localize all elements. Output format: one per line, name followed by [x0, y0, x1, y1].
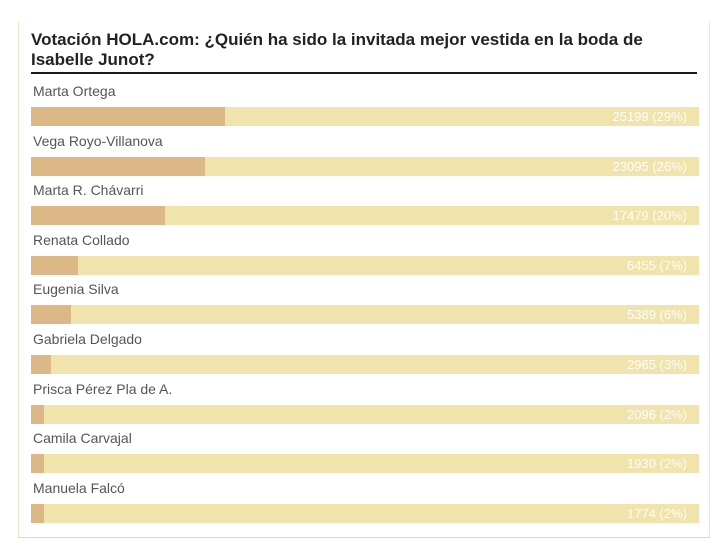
result-value: 25199 (29%): [612, 109, 687, 124]
poll-widget: Votación HOLA.com: ¿Quién ha sido la inv…: [18, 22, 710, 538]
result-bar-fill: [31, 206, 165, 226]
result-bar: 25199 (29%): [31, 107, 699, 126]
result-bar: 2965 (3%): [31, 354, 699, 374]
result-bar-fill: [31, 156, 205, 176]
result-bar: 5389 (6%): [31, 305, 699, 325]
option-label: Vega Royo-Villanova: [33, 132, 163, 149]
result-value: 5389 (6%): [627, 307, 687, 323]
result-value: 2096 (2%): [627, 406, 687, 422]
poll-option[interactable]: Gabriela Delgado 2965 (3%): [31, 330, 699, 380]
result-value: 17479 (20%): [612, 208, 687, 224]
poll-option[interactable]: Renata Collado 6455 (7%): [31, 231, 699, 281]
result-value: 1774 (2%): [627, 505, 687, 521]
poll-option[interactable]: Manuela Falcó 1774 (2%): [31, 479, 699, 529]
option-label: Camila Carvajal: [33, 430, 132, 447]
poll-option[interactable]: Marta Ortega 25199 (29%): [31, 82, 699, 132]
result-value: 6455 (7%): [627, 257, 687, 273]
poll-title: Votación HOLA.com: ¿Quién ha sido la inv…: [31, 30, 697, 74]
option-label: Marta Ortega: [33, 83, 116, 99]
result-bar-fill: [31, 404, 45, 424]
poll-option[interactable]: Marta R. Chávarri 17479 (20%): [31, 181, 699, 231]
result-bar-fill: [31, 354, 52, 374]
option-label: Renata Collado: [33, 231, 130, 248]
result-bar: 23095 (26%): [31, 156, 699, 176]
poll-options: Marta Ortega 25199 (29%) Vega Royo-Villa…: [31, 82, 699, 528]
option-label: Gabriela Delgado: [33, 330, 142, 347]
result-bar-fill: [31, 305, 72, 325]
result-bar-fill: [31, 454, 45, 474]
result-bar-fill: [31, 503, 45, 523]
option-label: Eugenia Silva: [33, 281, 119, 298]
result-value: 1930 (2%): [627, 456, 687, 472]
option-label: Marta R. Chávarri: [33, 182, 144, 199]
result-bar: 2096 (2%): [31, 404, 699, 424]
poll-option[interactable]: Prisca Pérez Pla de A. 2096 (2%): [31, 380, 699, 430]
option-label: Manuela Falcó: [33, 479, 125, 496]
result-value: 2965 (3%): [627, 356, 687, 372]
result-bar: 1774 (2%): [31, 503, 699, 523]
result-value: 23095 (26%): [612, 158, 687, 174]
poll-option[interactable]: Eugenia Silva 5389 (6%): [31, 280, 699, 330]
result-bar: 17479 (20%): [31, 206, 699, 226]
poll-option[interactable]: Vega Royo-Villanova 23095 (26%): [31, 132, 699, 182]
option-label: Prisca Pérez Pla de A.: [33, 380, 173, 397]
result-bar-fill: [31, 107, 225, 126]
result-bar: 1930 (2%): [31, 454, 699, 474]
result-bar: 6455 (7%): [31, 255, 699, 275]
result-bar-fill: [31, 255, 78, 275]
poll-option[interactable]: Camila Carvajal 1930 (2%): [31, 429, 699, 479]
